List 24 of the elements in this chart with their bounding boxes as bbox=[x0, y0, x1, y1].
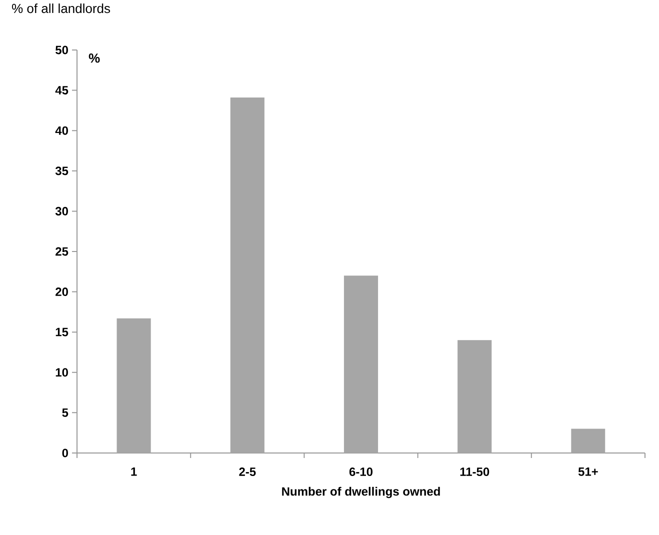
y-tick-label: 5 bbox=[62, 408, 68, 417]
x-tick-label: 6-10 bbox=[349, 468, 373, 476]
y-tick-label: 20 bbox=[56, 288, 68, 296]
bar bbox=[230, 98, 264, 453]
x-tick-label: 11-50 bbox=[460, 468, 490, 476]
y-tick-label: 30 bbox=[55, 206, 68, 216]
bar bbox=[458, 340, 492, 453]
y-tick-label: 40 bbox=[55, 126, 68, 135]
y-tick-label: 15 bbox=[56, 328, 68, 336]
x-tick-label: 1 bbox=[131, 468, 137, 476]
x-tick-label: 51+ bbox=[578, 468, 598, 476]
bar bbox=[116, 318, 151, 453]
y-tick-label: 25 bbox=[56, 247, 68, 256]
bar bbox=[571, 428, 606, 453]
bar bbox=[344, 276, 378, 453]
y-axis-title: % bbox=[88, 54, 100, 63]
x-tick-label: 2-5 bbox=[239, 468, 256, 476]
y-tick-label: 0 bbox=[62, 448, 68, 458]
chart-title: % of all landlords bbox=[12, 4, 110, 14]
y-tick-label: 50 bbox=[56, 46, 68, 54]
x-axis-title: Number of dwellings owned bbox=[282, 486, 440, 498]
y-tick-label: 10 bbox=[56, 368, 68, 377]
y-tick-label: 35 bbox=[55, 166, 68, 176]
y-tick-label: 45 bbox=[55, 86, 68, 94]
